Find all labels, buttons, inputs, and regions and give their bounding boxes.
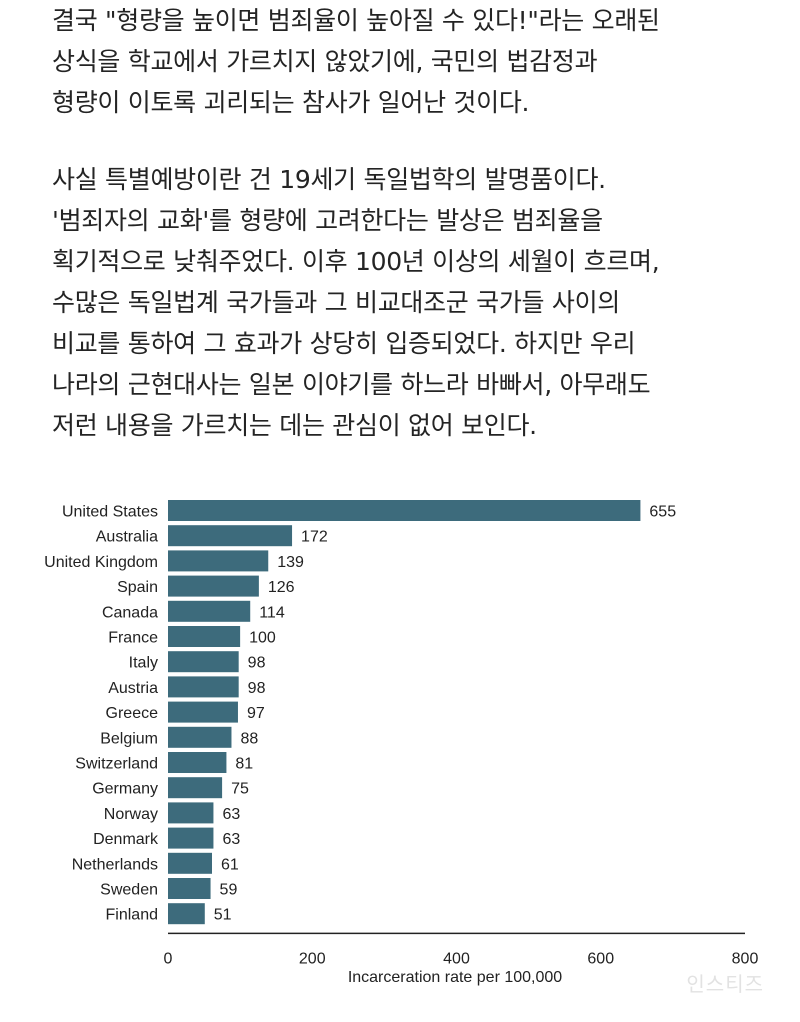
data-label: 75 [231, 781, 249, 798]
bars-group: United States 655 Australia 172 United Kingd… [44, 500, 676, 925]
data-label: 97 [247, 705, 265, 722]
category-label: Canada [102, 604, 158, 621]
text-line: 획기적으로 낮춰주었다. 이후 100년 이상의 세월이 흐르며, [52, 247, 660, 276]
data-label: 98 [248, 655, 266, 672]
bar [168, 752, 227, 773]
data-label: 51 [214, 907, 232, 924]
category-label: Australia [96, 529, 158, 546]
article-text: 결국 "형량을 높이면 범죄율이 높아질 수 있다!"라는 오래된 상식을 학교… [52, 0, 772, 482]
bar [168, 726, 232, 748]
bar [168, 802, 214, 824]
category-label: Austria [108, 680, 158, 697]
category-label: Sweden [100, 882, 158, 899]
bar [168, 878, 211, 899]
text-line: 나라의 근현대사는 일본 이야기를 하느라 바빠서, 아무래도 [52, 370, 651, 399]
data-label: 126 [268, 579, 295, 596]
category-label: Italy [129, 655, 158, 672]
text-line: 비교를 통하여 그 효과가 상당히 입증되었다. 하지만 우리 [52, 329, 636, 358]
bar [168, 600, 251, 622]
text-line: 상식을 학교에서 가르치지 않았기에, 국민의 법감정과 [52, 47, 598, 76]
data-label: 172 [301, 529, 328, 546]
incarceration-bar-chart: United States 655 Australia 172 United Kingd… [44, 500, 759, 986]
category-label: Norway [104, 806, 158, 823]
x-tick-label: 800 [732, 950, 759, 967]
x-tick-label: 200 [299, 950, 326, 967]
data-label: 98 [248, 680, 266, 697]
category-label: Denmark [93, 831, 159, 848]
x-tick-label: 400 [443, 950, 470, 967]
watermark-text: 인스티즈 [686, 972, 764, 996]
paragraph-1: 결국 "형량을 높이면 범죄율이 높아질 수 있다!"라는 오래된 상식을 학교… [52, 0, 772, 123]
category-label: United Kingdom [44, 554, 158, 571]
category-label: Finland [106, 907, 158, 924]
data-label: 63 [222, 831, 240, 848]
data-label: 88 [240, 730, 258, 747]
bar [168, 777, 223, 799]
category-label: Spain [117, 579, 158, 596]
category-label: Belgium [100, 730, 158, 747]
category-label: Greece [106, 705, 159, 722]
bar [168, 626, 241, 647]
text-line: 저런 내용을 가르치는 데는 관심이 없어 보인다. [52, 411, 537, 440]
bar [168, 701, 238, 723]
bar [168, 676, 239, 698]
data-label: 61 [221, 856, 239, 873]
x-tick-label: 0 [164, 950, 173, 967]
category-label: Netherlands [72, 856, 158, 873]
paragraph-2: 사실 특별예방이란 건 19세기 독일법학의 발명품이다. '범죄자의 교화'를… [52, 159, 772, 446]
text-line: '범죄자의 교화'를 형량에 고려한다는 발상은 범죄율을 [52, 206, 603, 235]
x-tick-label: 600 [587, 950, 614, 967]
data-label: 63 [222, 806, 240, 823]
text-line: 형량이 이토록 괴리되는 참사가 일어난 것이다. [52, 88, 530, 117]
x-axis-label: Incarceration rate per 100,000 [348, 969, 562, 986]
bar [168, 852, 212, 874]
bar [168, 575, 259, 597]
data-label: 139 [277, 554, 304, 571]
text-line: 사실 특별예방이란 건 19세기 독일법학의 발명품이다. [52, 165, 606, 194]
bar [168, 500, 641, 521]
category-label: Germany [92, 781, 158, 798]
bar [168, 827, 214, 849]
data-label: 59 [220, 882, 238, 899]
bar [168, 525, 293, 547]
text-line: 결국 "형량을 높이면 범죄율이 높아질 수 있다!"라는 오래된 [52, 6, 660, 35]
data-label: 100 [249, 630, 276, 647]
bar [168, 550, 269, 572]
text-line: 수많은 독일법계 국가들과 그 비교대조군 국가들 사이의 [52, 288, 620, 317]
bar [168, 903, 205, 925]
bar [168, 651, 239, 673]
category-label: France [108, 630, 158, 647]
data-label: 114 [259, 604, 285, 621]
data-label: 655 [649, 504, 676, 521]
data-label: 81 [235, 756, 253, 773]
category-label: Switzerland [75, 756, 158, 773]
x-axis: 0 200 400 600 800 [164, 932, 759, 967]
category-label: United States [62, 504, 158, 521]
